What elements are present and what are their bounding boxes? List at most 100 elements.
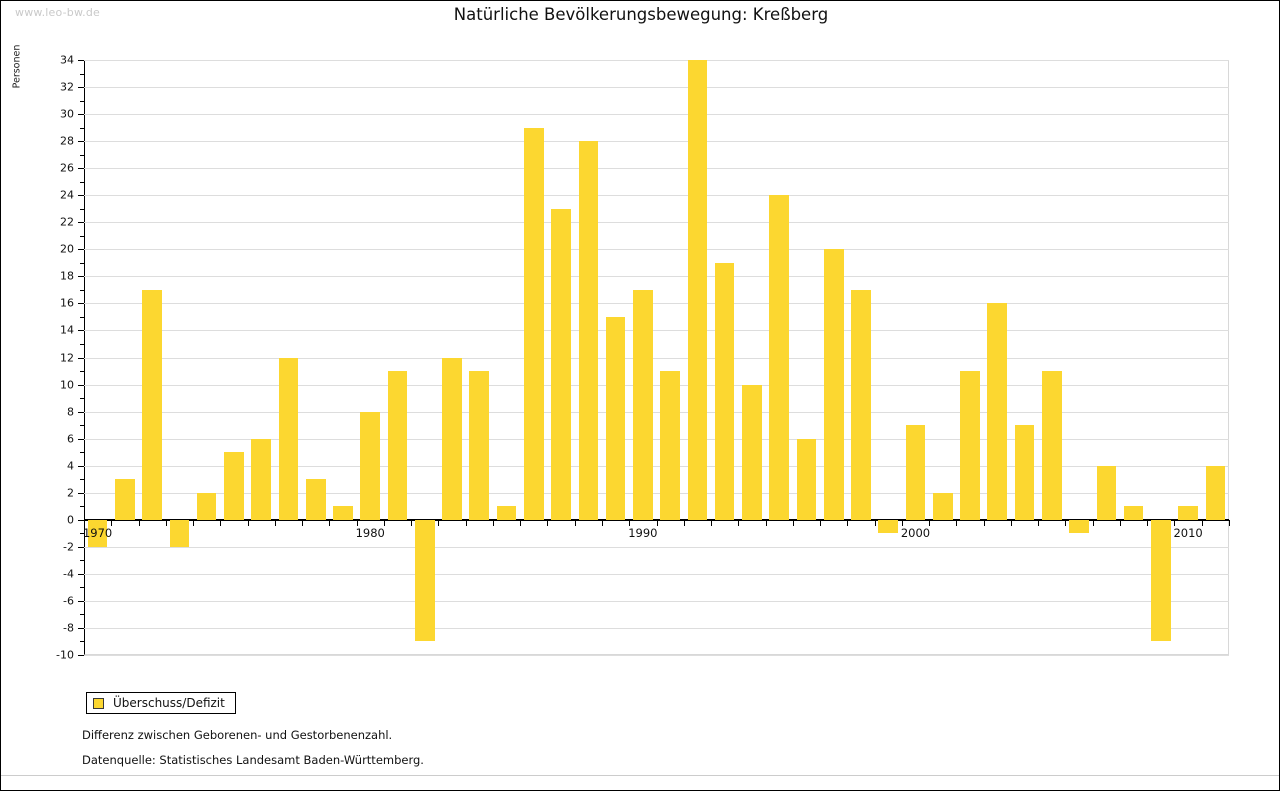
y-tick-label: -8 bbox=[63, 621, 74, 635]
bar[interactable] bbox=[1151, 519, 1171, 642]
bar[interactable] bbox=[1014, 425, 1035, 520]
y-tick-label: -10 bbox=[56, 648, 74, 662]
bar[interactable] bbox=[714, 262, 735, 520]
bar[interactable] bbox=[442, 357, 462, 520]
y-tick-label: 34 bbox=[60, 53, 74, 67]
x-tick-mark bbox=[520, 519, 522, 526]
bar[interactable] bbox=[414, 519, 435, 642]
bar[interactable] bbox=[469, 371, 490, 520]
y-tick-label: 12 bbox=[60, 351, 74, 364]
bar[interactable] bbox=[115, 479, 135, 520]
x-tick-mark bbox=[220, 519, 222, 526]
x-tick-mark bbox=[629, 519, 631, 526]
bar[interactable] bbox=[687, 60, 708, 520]
x-tick-mark bbox=[1119, 519, 1121, 526]
y-tick-mark bbox=[78, 600, 84, 602]
bar[interactable] bbox=[1069, 519, 1089, 534]
bar[interactable] bbox=[496, 506, 517, 520]
gridline bbox=[84, 276, 1229, 278]
y-tick-label: 8 bbox=[67, 405, 74, 419]
bar[interactable] bbox=[1123, 506, 1144, 520]
gridline bbox=[84, 303, 1229, 305]
bar[interactable] bbox=[224, 452, 244, 520]
bar[interactable] bbox=[278, 357, 299, 520]
bar[interactable] bbox=[578, 141, 599, 520]
gridline bbox=[84, 411, 1229, 413]
x-tick-mark bbox=[1229, 519, 1230, 526]
bar[interactable] bbox=[742, 384, 762, 520]
y-tick-label: -6 bbox=[63, 594, 74, 608]
bar[interactable] bbox=[987, 303, 1008, 520]
bar[interactable] bbox=[769, 195, 789, 520]
y-tick-label: 28 bbox=[60, 134, 74, 148]
y-tick-label: 20 bbox=[60, 242, 74, 256]
bar[interactable] bbox=[1041, 371, 1062, 520]
y-tick-minor bbox=[80, 560, 84, 562]
bar[interactable] bbox=[524, 127, 544, 520]
x-tick-mark bbox=[1010, 519, 1012, 526]
bar[interactable] bbox=[360, 411, 381, 520]
legend[interactable]: Überschuss/Defizit bbox=[86, 692, 236, 714]
x-tick-mark bbox=[792, 519, 794, 526]
gridline bbox=[84, 627, 1229, 629]
bar[interactable] bbox=[960, 371, 980, 520]
bar[interactable] bbox=[605, 316, 626, 520]
note-data-source: Datenquelle: Statistisches Landesamt Bad… bbox=[82, 753, 424, 767]
bar[interactable] bbox=[851, 289, 871, 520]
bar[interactable] bbox=[142, 289, 162, 520]
bar[interactable] bbox=[551, 208, 571, 520]
x-tick-mark bbox=[302, 519, 304, 526]
y-tick-mark bbox=[78, 303, 84, 305]
bar[interactable] bbox=[932, 492, 953, 520]
bar[interactable] bbox=[305, 479, 326, 520]
x-tick-mark bbox=[847, 519, 849, 526]
x-tick-mark bbox=[411, 519, 413, 526]
y-tick-label: 10 bbox=[60, 378, 74, 392]
y-tick-minor bbox=[80, 371, 84, 373]
bar[interactable] bbox=[87, 519, 108, 547]
bar[interactable] bbox=[823, 249, 844, 520]
x-tick-label: 2000 bbox=[900, 525, 931, 540]
y-tick-label: 22 bbox=[60, 215, 74, 229]
y-tick-minor bbox=[80, 506, 84, 508]
bar[interactable] bbox=[660, 371, 680, 520]
bar[interactable] bbox=[196, 492, 217, 520]
x-tick-mark bbox=[383, 519, 385, 526]
x-tick-mark bbox=[874, 519, 876, 526]
y-tick-minor bbox=[80, 343, 84, 345]
bar[interactable] bbox=[1096, 465, 1117, 520]
bar[interactable] bbox=[878, 519, 899, 534]
y-tick-mark bbox=[78, 492, 84, 494]
x-tick-mark bbox=[1038, 519, 1040, 526]
x-tick-mark bbox=[901, 519, 903, 526]
x-tick-mark bbox=[138, 519, 140, 526]
x-tick-mark bbox=[111, 519, 113, 526]
bar[interactable] bbox=[905, 425, 926, 520]
y-tick-label: 16 bbox=[60, 296, 74, 310]
note-definition: Differenz zwischen Geborenen- und Gestor… bbox=[82, 728, 393, 742]
bar[interactable] bbox=[333, 506, 353, 520]
bar[interactable] bbox=[633, 289, 653, 520]
y-tick-minor bbox=[80, 452, 84, 454]
x-tick-label: 2010 bbox=[1173, 525, 1203, 540]
y-tick-mark bbox=[78, 655, 84, 656]
bar[interactable] bbox=[1178, 506, 1198, 520]
bar[interactable] bbox=[169, 519, 190, 547]
x-tick-mark bbox=[247, 519, 249, 526]
x-tick-mark bbox=[711, 519, 713, 526]
bar[interactable] bbox=[387, 371, 408, 520]
gridline bbox=[84, 357, 1229, 359]
y-tick-mark bbox=[78, 195, 84, 197]
y-tick-minor bbox=[80, 262, 84, 264]
x-tick-mark bbox=[274, 519, 276, 526]
x-tick-mark bbox=[1174, 519, 1176, 526]
bar[interactable] bbox=[251, 438, 271, 520]
bar[interactable] bbox=[1205, 465, 1226, 520]
y-tick-mark bbox=[78, 411, 84, 413]
bar[interactable] bbox=[796, 438, 817, 520]
y-tick-minor bbox=[80, 614, 84, 616]
y-tick-minor bbox=[80, 398, 84, 400]
page-title: Natürliche Bevölkerungsbewegung: Kreßber… bbox=[453, 5, 829, 24]
y-tick-minor bbox=[80, 479, 84, 481]
gridline bbox=[84, 600, 1229, 602]
